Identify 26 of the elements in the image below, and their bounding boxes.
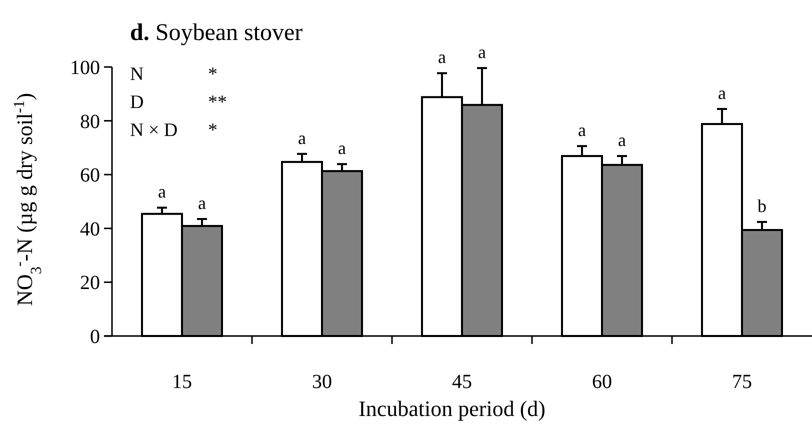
data-label: a (338, 138, 346, 158)
data-label: b (758, 196, 766, 216)
y-tick-label: 60 (80, 164, 100, 187)
y-tick-label: 20 (80, 272, 100, 294)
y-tick-label: 0 (90, 326, 100, 348)
data-label: a (618, 130, 626, 150)
data-label: a (718, 82, 726, 103)
text: N * (130, 64, 218, 85)
x-tick-label: 30 (312, 371, 332, 393)
text: N × D * (130, 120, 218, 141)
x-tick-label: 15 (172, 371, 192, 393)
data-label: a (438, 47, 446, 68)
x-axis-title: Incubation period (d) (358, 396, 546, 421)
x-tick-label: 45 (452, 371, 472, 393)
data-label: a (158, 182, 166, 202)
data-label: a (198, 192, 206, 213)
x-tick-label: 60 (592, 371, 612, 393)
data-label: a (478, 42, 486, 62)
data-label: a (298, 128, 306, 148)
chart-title: d. Soybean stover (130, 20, 303, 46)
text: D ** (130, 92, 227, 113)
data-label: a (578, 120, 586, 140)
y-tick-label: 40 (80, 218, 100, 240)
y-tick-label: 100 (70, 57, 100, 79)
y-tick-label: 80 (80, 110, 100, 133)
x-tick-label: 75 (732, 371, 752, 393)
